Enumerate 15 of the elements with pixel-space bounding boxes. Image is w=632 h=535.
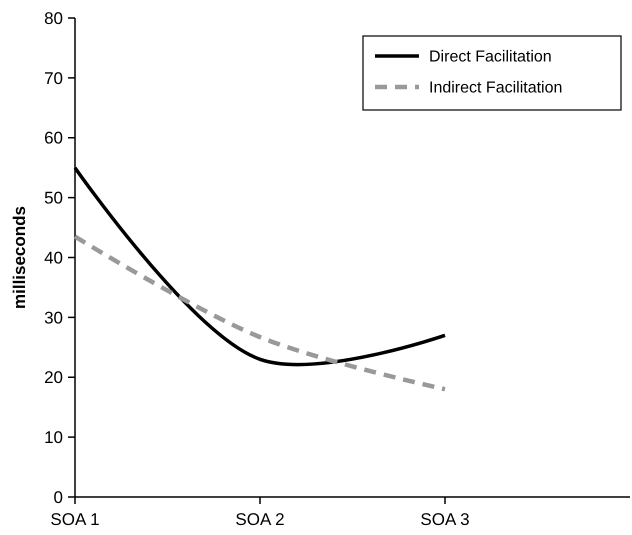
y-tick-label: 20	[44, 368, 63, 388]
y-tick-label: 10	[44, 428, 63, 448]
legend-label: Direct Facilitation	[429, 48, 552, 66]
y-tick-label: 60	[44, 128, 63, 148]
x-tick-label: SOA 1	[50, 510, 100, 529]
x-tick-label: SOA 3	[420, 510, 470, 529]
y-tick-label: 50	[44, 188, 63, 208]
y-tick-label: 80	[44, 8, 63, 28]
y-tick-label: 70	[44, 68, 63, 88]
y-tick-label: 40	[44, 248, 63, 268]
y-axis-title: milliseconds	[10, 206, 29, 309]
y-tick-label: 30	[44, 308, 63, 328]
y-tick-label: 0	[54, 488, 63, 507]
legend-label: Indirect Facilitation	[429, 80, 562, 97]
x-tick-label: SOA 2	[235, 510, 285, 529]
